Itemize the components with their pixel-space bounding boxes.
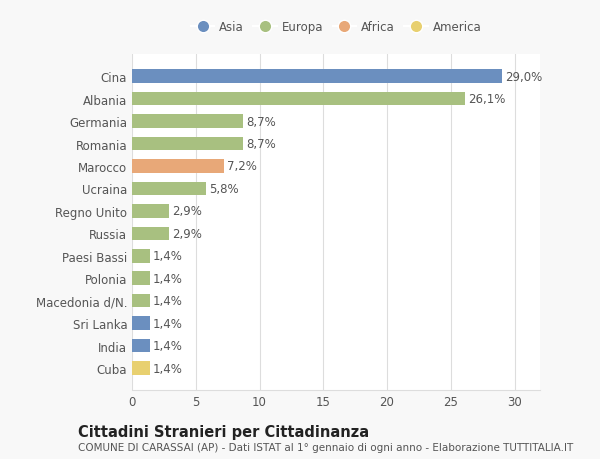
Bar <box>132 70 502 84</box>
Text: 1,4%: 1,4% <box>153 362 183 375</box>
Text: 29,0%: 29,0% <box>505 71 542 84</box>
Bar <box>132 138 243 151</box>
Text: 1,4%: 1,4% <box>153 339 183 353</box>
Bar <box>132 227 169 241</box>
Bar <box>132 294 150 308</box>
Text: 1,4%: 1,4% <box>153 250 183 263</box>
Text: Cittadini Stranieri per Cittadinanza: Cittadini Stranieri per Cittadinanza <box>78 425 369 440</box>
Text: 1,4%: 1,4% <box>153 272 183 285</box>
Bar <box>132 250 150 263</box>
Text: 1,4%: 1,4% <box>153 295 183 308</box>
Bar <box>132 93 465 106</box>
Text: 2,9%: 2,9% <box>172 227 202 241</box>
Text: COMUNE DI CARASSAI (AP) - Dati ISTAT al 1° gennaio di ogni anno - Elaborazione T: COMUNE DI CARASSAI (AP) - Dati ISTAT al … <box>78 442 573 452</box>
Bar <box>132 272 150 285</box>
Bar <box>132 115 243 129</box>
Bar <box>132 317 150 330</box>
Bar <box>132 182 206 196</box>
Bar <box>132 160 224 174</box>
Text: 26,1%: 26,1% <box>468 93 505 106</box>
Bar <box>132 205 169 218</box>
Legend: Asia, Europa, Africa, America: Asia, Europa, Africa, America <box>191 21 481 34</box>
Bar <box>132 362 150 375</box>
Text: 8,7%: 8,7% <box>246 115 276 129</box>
Text: 2,9%: 2,9% <box>172 205 202 218</box>
Text: 5,8%: 5,8% <box>209 183 239 196</box>
Text: 1,4%: 1,4% <box>153 317 183 330</box>
Text: 7,2%: 7,2% <box>227 160 257 173</box>
Bar <box>132 339 150 353</box>
Text: 8,7%: 8,7% <box>246 138 276 151</box>
